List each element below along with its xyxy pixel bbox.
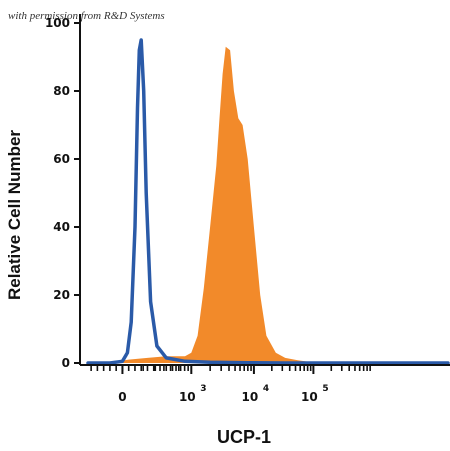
x-tick-label: 10 — [242, 390, 259, 404]
y-tick-label: 60 — [53, 152, 70, 166]
x-tick-label: 10 — [301, 390, 318, 404]
y-axis: 0 20 40 60 80 100 — [45, 14, 81, 370]
attribution-text: with permission from R&D Systems — [8, 10, 165, 22]
y-tick-label: 20 — [53, 288, 70, 302]
plot-area — [86, 38, 450, 365]
y-tick-label: 100 — [45, 16, 70, 30]
x-axis-ticks: 0 10 3 10 4 10 5 — [118, 365, 329, 404]
y-tick-label: 40 — [53, 220, 70, 234]
isotype-control-histogram-line — [86, 38, 450, 365]
y-tick-label: 0 — [62, 356, 70, 370]
x-tick-exponent: 5 — [322, 384, 328, 394]
y-tick-label: 80 — [53, 84, 70, 98]
x-tick-exponent: 3 — [200, 384, 206, 394]
x-tick-label: 0 — [118, 390, 126, 404]
ucp1-histogram-area — [88, 46, 448, 364]
y-axis-label: Relative Cell Number — [5, 130, 24, 300]
x-tick-label: 10 — [179, 390, 196, 404]
x-tick-exponent: 4 — [263, 384, 269, 394]
x-axis-label: UCP-1 — [217, 427, 271, 447]
y-axis-ticks: 0 20 40 60 80 100 — [45, 16, 80, 370]
x-axis: 0 10 3 10 4 10 5 — [80, 364, 450, 404]
